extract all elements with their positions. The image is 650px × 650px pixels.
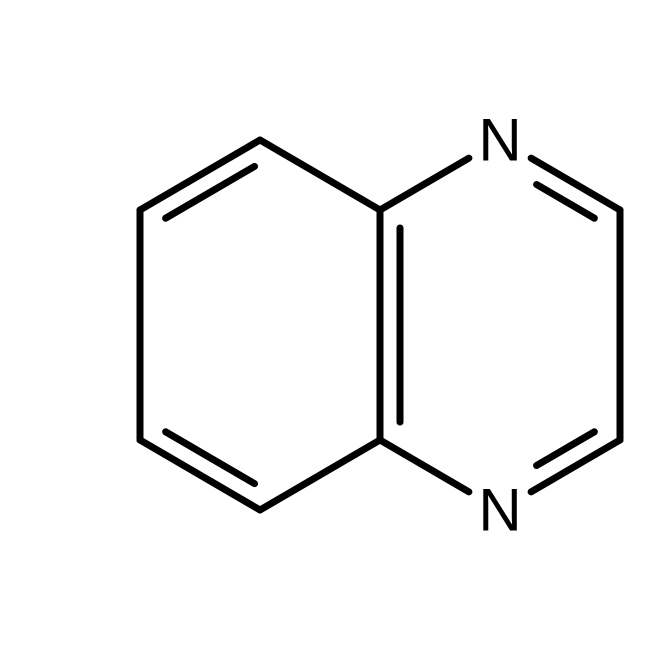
bond-line — [380, 158, 469, 210]
bond-line — [166, 432, 255, 484]
atom-label-n: N — [478, 107, 521, 174]
bond-line — [531, 158, 620, 210]
atom-label-n: N — [478, 477, 521, 544]
bond-line — [380, 440, 469, 492]
bond-line — [166, 166, 255, 218]
bond-line — [260, 140, 380, 210]
molecule-diagram: NN — [0, 0, 650, 650]
bond-line — [260, 440, 380, 510]
bond-line — [531, 440, 620, 492]
